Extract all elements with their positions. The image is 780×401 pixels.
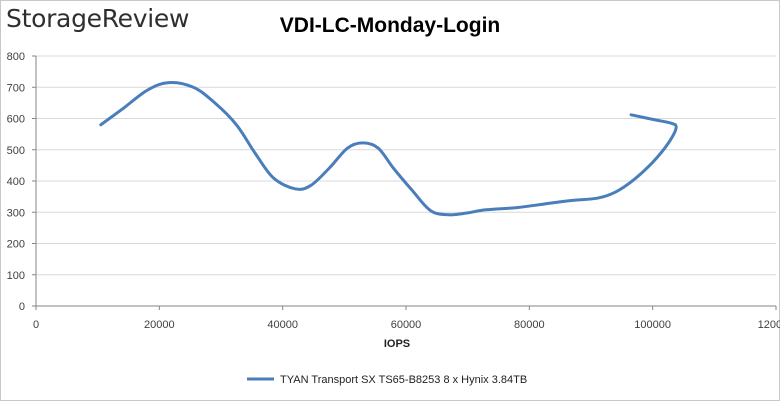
- y-tick-label: 100: [7, 270, 25, 282]
- x-tick-labels: 0 20000 40000 60000 80000 100000 120000: [33, 319, 780, 331]
- x-axis-label: IOPS: [384, 338, 410, 350]
- y-tick-label: 600: [7, 114, 25, 126]
- x-tick-label: 100000: [634, 319, 671, 331]
- chart-title: VDI-LC-Monday-Login: [279, 14, 501, 37]
- x-tick-label: 20000: [144, 319, 175, 331]
- axes: [32, 55, 777, 310]
- x-tick-label: 120000: [758, 319, 780, 331]
- x-tick-label: 80000: [514, 319, 545, 331]
- y-tick-label: 500: [7, 145, 25, 157]
- legend-label: TYAN Transport SX TS65-B8253 8 x Hynix 3…: [280, 374, 527, 386]
- y-tick-label: 200: [7, 239, 25, 251]
- y-tick-label: 700: [7, 82, 25, 94]
- y-tick-labels: 0 100 200 300 400 500 600 700 800: [7, 51, 25, 313]
- y-tick-label: 300: [7, 207, 25, 219]
- series-lines: [99, 80, 678, 217]
- storagereview-logo: StorageReview: [6, 4, 190, 33]
- series-line: [99, 80, 678, 217]
- y-tick-label: 400: [7, 176, 25, 188]
- y-tick-label: 800: [7, 51, 25, 63]
- x-tick-label: 40000: [267, 319, 298, 331]
- x-tick-label: 0: [33, 319, 39, 331]
- y-tick-label: 0: [19, 301, 25, 313]
- x-tick-label: 60000: [391, 319, 422, 331]
- legend: TYAN Transport SX TS65-B8253 8 x Hynix 3…: [247, 374, 527, 386]
